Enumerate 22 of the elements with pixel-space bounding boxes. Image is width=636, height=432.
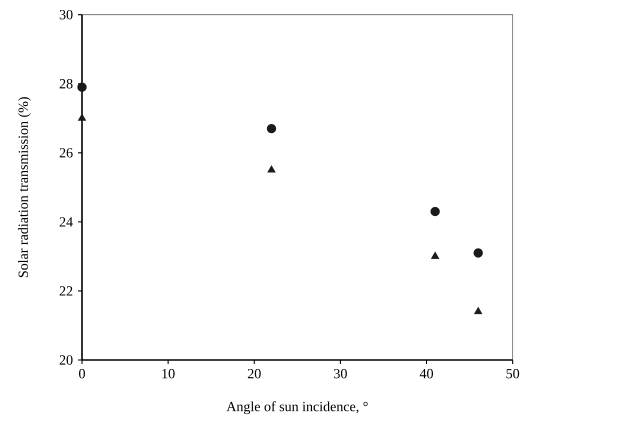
x-tick-label: 0 xyxy=(79,368,85,378)
x-tick-label: 20 xyxy=(248,368,261,378)
y-axis-title: Solar radiation transmission (%) xyxy=(18,97,31,278)
x-tick-label: 40 xyxy=(420,368,433,378)
point xyxy=(474,306,482,314)
x-axis-title: Angle of sun incidence, ° xyxy=(226,401,368,414)
point xyxy=(430,206,440,216)
y-tick-label: 28 xyxy=(60,79,73,88)
y-tick-label: 22 xyxy=(60,286,72,296)
point xyxy=(474,248,483,258)
point xyxy=(266,124,276,134)
y-tick-label: 30 xyxy=(60,10,73,20)
point xyxy=(431,252,440,259)
point xyxy=(267,165,276,173)
x-tick-label: 50 xyxy=(506,368,520,378)
y-tick-label: 24 xyxy=(60,217,73,226)
point xyxy=(77,82,87,92)
y-tick-label: 20 xyxy=(60,355,73,365)
point xyxy=(78,114,86,121)
x-tick-label: 10 xyxy=(162,368,175,378)
x-tick-label: 30 xyxy=(334,368,347,378)
y-tick-label: 26 xyxy=(60,148,73,158)
